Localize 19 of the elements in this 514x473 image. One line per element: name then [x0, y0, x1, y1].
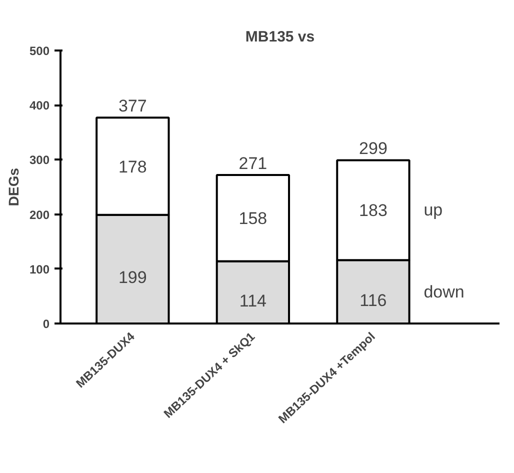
data-label: 199 [118, 268, 147, 288]
data-label: 178 [118, 157, 147, 176]
data-label: 114 [239, 291, 266, 310]
data-label: 116 [360, 290, 387, 310]
total-label: 271 [238, 154, 268, 173]
chart-title: MB135 vs [245, 28, 315, 46]
y-axis-title: DEGs [5, 168, 22, 206]
y-tick-label: 200 [29, 208, 50, 222]
y-tick-label: 0 [42, 317, 50, 331]
y-tick-label: 400 [29, 98, 50, 113]
y-tick-label: 300 [29, 153, 50, 168]
y-tick-label: 100 [29, 262, 50, 276]
y-tick-label: 500 [29, 44, 50, 58]
data-label: 183 [359, 201, 388, 220]
total-label: 377 [118, 96, 147, 116]
series-label: down [424, 282, 464, 302]
series-label: up [424, 200, 443, 220]
data-label: 158 [238, 209, 268, 228]
total-label: 299 [359, 139, 388, 158]
